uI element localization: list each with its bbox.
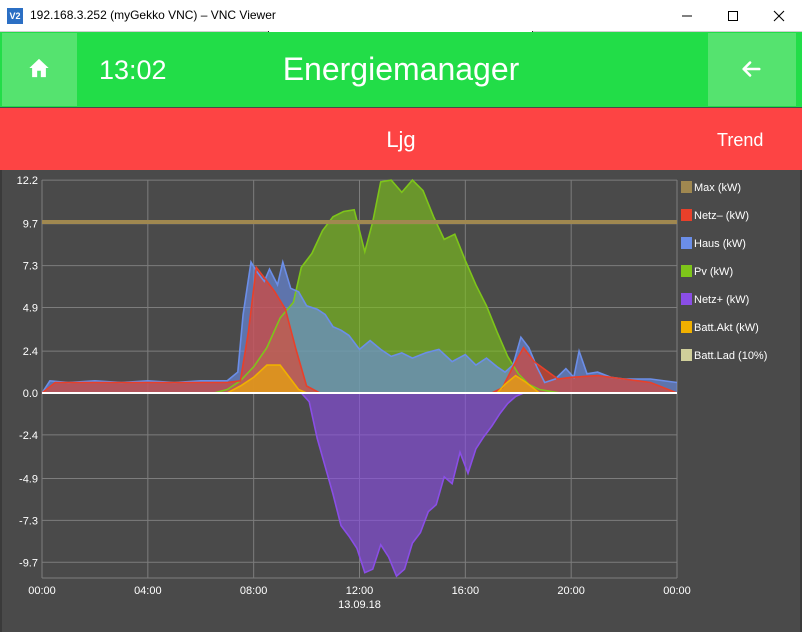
series-area-1 — [42, 267, 677, 393]
y-tick-label: -2.4 — [19, 430, 38, 442]
left-edge — [0, 170, 2, 632]
chart-series-areas — [42, 180, 677, 577]
series-area-4 — [42, 393, 677, 577]
y-axis-ticks: 12.2 9.7 7.3 4.9 2.4 0.0 -2.4 -4.9 -7.3 -9.7 — [17, 175, 38, 569]
window-title: 192.168.3.252 (myGekko VNC) – VNC Viewer — [30, 8, 276, 22]
legend-label: Netz+ (kW) — [694, 294, 749, 306]
y-tick-label: 9.7 — [23, 219, 38, 231]
y-tick-label: 7.3 — [23, 261, 38, 273]
clock-time: 13:02 — [99, 55, 167, 85]
arrow-left-icon — [742, 61, 761, 77]
page-title: Energiemanager — [282, 51, 520, 87]
series-area-5 — [42, 365, 677, 393]
legend-swatch — [681, 265, 692, 277]
home-button[interactable] — [2, 33, 77, 106]
legend-swatch — [681, 349, 692, 361]
legend-swatch — [681, 293, 692, 305]
legend-swatch — [681, 181, 692, 193]
x-tick-label: 20:00 — [557, 585, 585, 597]
legend-label: Netz– (kW) — [694, 210, 749, 222]
right-edge — [800, 170, 802, 632]
x-axis-ticks: 00:00 04:00 08:00 12:00 16:00 20:00 00:00 — [28, 585, 691, 597]
x-axis-date-label: 13.09.18 — [338, 599, 381, 611]
x-tick-label: 16:00 — [452, 585, 480, 597]
series-area-3 — [42, 180, 677, 393]
y-tick-label: 12.2 — [17, 175, 38, 187]
legend-swatch — [681, 321, 692, 333]
header-bar — [0, 32, 802, 107]
legend-label: Batt.Lad (10%) — [694, 350, 767, 362]
sub-header-bar — [0, 108, 802, 170]
close-button[interactable] — [756, 0, 802, 31]
legend-swatch — [681, 209, 692, 221]
legend-label: Pv (kW) — [694, 266, 733, 278]
window-titlebar: V2 192.168.3.252 (myGekko VNC) – VNC Vie… — [0, 0, 802, 32]
vnc-app-icon: V2 — [7, 8, 23, 24]
x-tick-label: 00:00 — [28, 585, 56, 597]
series-line-3 — [42, 178, 677, 394]
close-icon — [773, 10, 785, 22]
legend-swatch — [681, 237, 692, 249]
minimize-button[interactable] — [664, 0, 710, 31]
y-tick-label: 0.0 — [23, 388, 38, 400]
x-tick-label: 12:00 — [346, 585, 374, 597]
chart-legend: Max (kW) Netz– (kW) Haus (kW) Pv (kW) Netz+ … — [681, 181, 767, 362]
trend-button[interactable]: Trend — [717, 130, 764, 150]
series-line-4 — [42, 392, 677, 578]
maximize-button[interactable] — [710, 0, 756, 31]
legend-label: Max (kW) — [694, 182, 741, 194]
x-tick-label: 08:00 — [240, 585, 268, 597]
y-tick-label: 2.4 — [23, 346, 38, 358]
series-line-5 — [42, 364, 677, 394]
y-tick-label: -7.3 — [19, 515, 38, 527]
legend-label: Batt.Akt (kW) — [694, 322, 759, 334]
x-tick-label: 00:00 — [663, 585, 691, 597]
home-icon — [29, 58, 49, 78]
x-tick-label: 04:00 — [134, 585, 162, 597]
series-line-2 — [41, 259, 678, 394]
minimize-icon — [682, 15, 692, 17]
section-title: Ljg — [386, 127, 416, 152]
chart-series-lines — [41, 178, 678, 578]
y-tick-label: 4.9 — [23, 302, 38, 314]
maximize-icon — [728, 11, 738, 22]
y-tick-label: -9.7 — [19, 557, 38, 569]
legend-label: Haus (kW) — [694, 238, 746, 250]
back-button[interactable] — [708, 33, 796, 106]
energy-chart: 12.2 9.7 7.3 4.9 2.4 0.0 -2.4 -4.9 -7.3 -9.7 00:0… — [17, 175, 768, 611]
y-tick-label: -4.9 — [19, 474, 38, 486]
